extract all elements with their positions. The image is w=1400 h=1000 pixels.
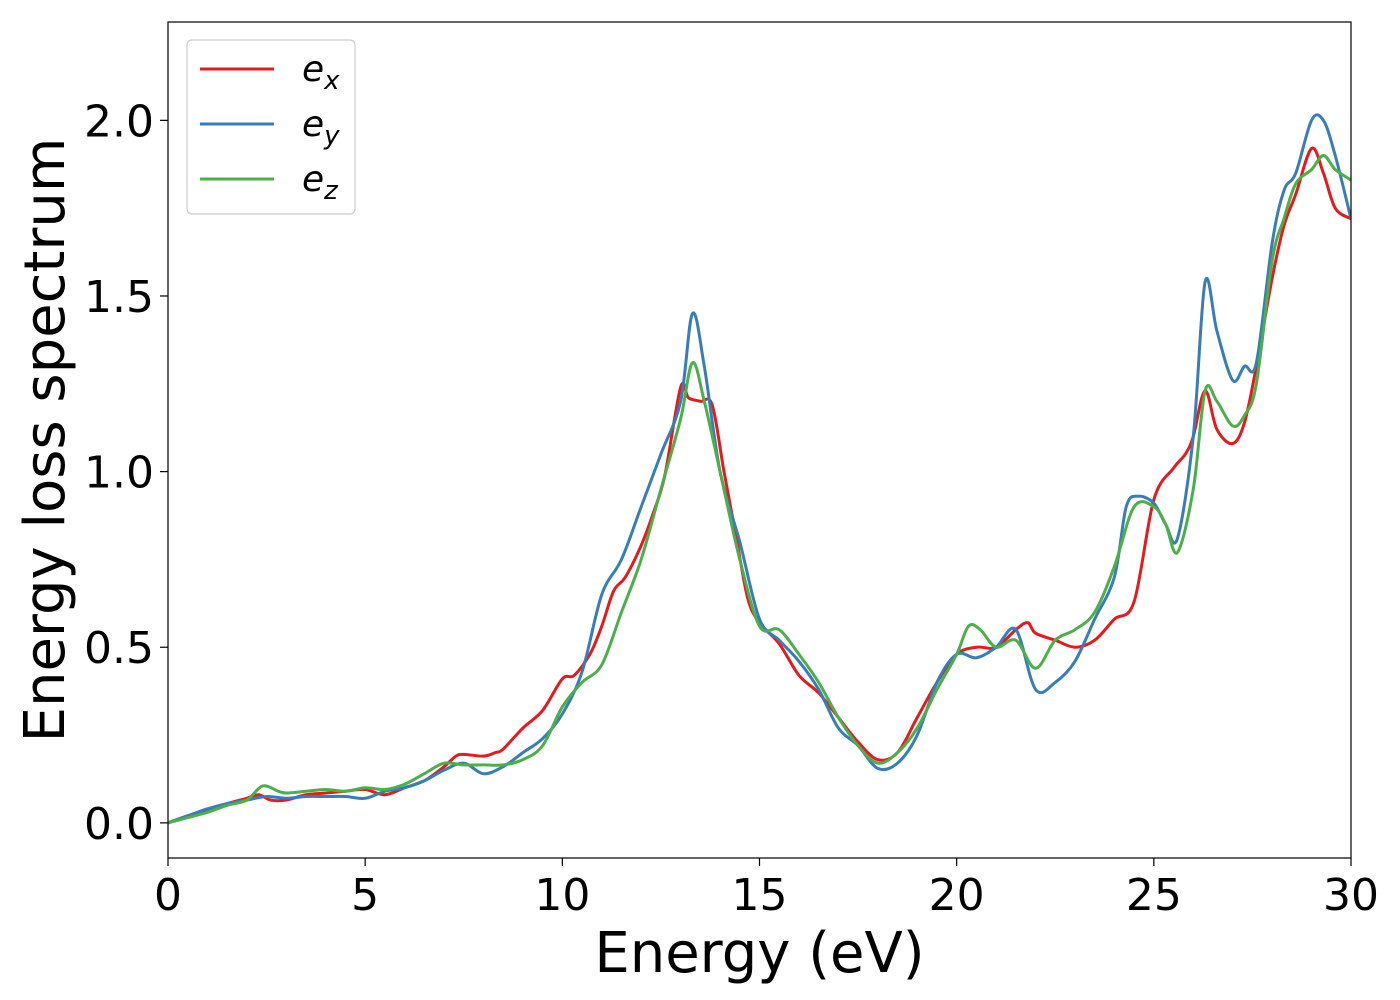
x-tick-label: 15 — [732, 870, 788, 921]
legend-item-z: ez — [200, 159, 339, 206]
series-line-x — [168, 146, 1351, 825]
series-line-y — [168, 113, 1351, 825]
x-tick-label: 5 — [351, 870, 379, 921]
legend-item-x: ex — [200, 49, 340, 96]
plot-lines — [168, 113, 1351, 825]
legend-label: ex — [302, 49, 340, 96]
y-tick-label: 2.0 — [84, 96, 154, 147]
y-tick-label: 0.0 — [84, 799, 154, 850]
legend-frame — [186, 39, 356, 215]
y-tick-label: 0.5 — [84, 623, 154, 674]
x-tick-label: 25 — [1126, 870, 1182, 921]
x-axis: 0 5 10 15 20 25 30 — [154, 858, 1379, 921]
y-tick-label: 1.0 — [84, 448, 154, 499]
y-axis-label: Energy loss spectrum — [13, 138, 78, 743]
legend-label: ez — [302, 159, 339, 206]
x-axis-label: Energy (eV) — [594, 921, 924, 986]
x-tick-label: 0 — [154, 870, 182, 921]
legend-label: ey — [302, 104, 340, 151]
y-axis: 0.0 0.5 1.0 1.5 2.0 — [84, 96, 168, 850]
x-tick-label: 30 — [1323, 870, 1379, 921]
series-line-z — [168, 153, 1351, 825]
legend: ex ey ez — [186, 39, 356, 215]
x-tick-label: 20 — [929, 870, 985, 921]
y-tick-label: 1.5 — [84, 272, 154, 323]
x-tick-label: 10 — [534, 870, 590, 921]
legend-item-y: ey — [200, 104, 340, 151]
